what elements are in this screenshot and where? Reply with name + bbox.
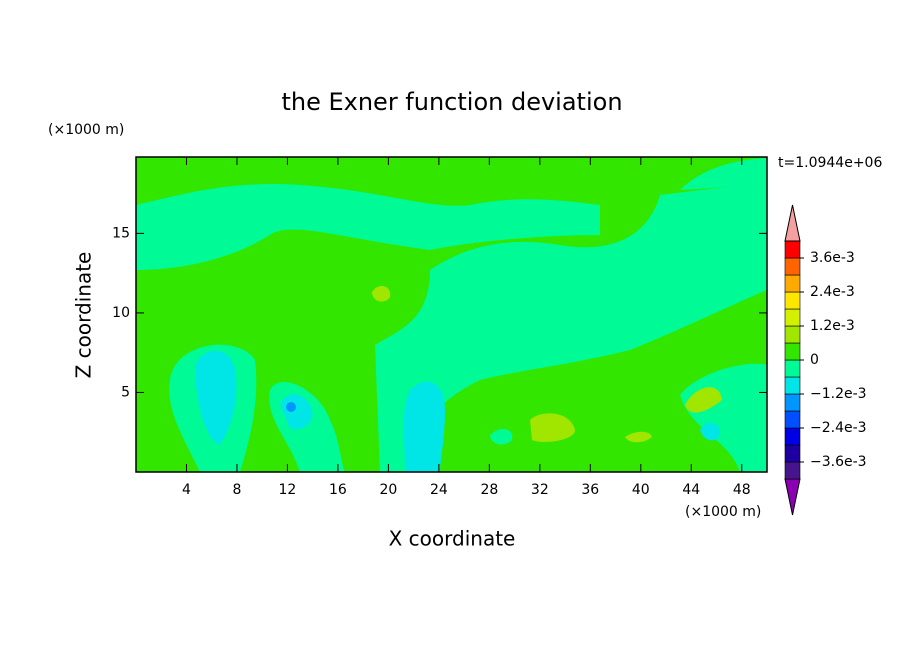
x-tick-label: 16 (329, 482, 347, 498)
colorbar-tick-label: 3.6e-3 (810, 250, 855, 266)
colorbar-box (784, 444, 801, 463)
x-tick-label: 44 (682, 482, 700, 498)
contour-region (372, 285, 391, 302)
colorbar-box (784, 257, 801, 276)
colorbar-box (784, 427, 801, 446)
x-tick-label: 20 (379, 482, 397, 498)
colorbar-box (784, 308, 801, 327)
x-tick-label: 8 (232, 482, 241, 498)
colorbar-box (784, 342, 801, 361)
y-unit: (×1000 m) (48, 122, 124, 138)
contour-region (286, 402, 296, 412)
contour-field (136, 157, 767, 472)
colorbar-box (784, 376, 801, 395)
contour-region (490, 428, 513, 445)
colorbar-box (784, 393, 801, 412)
y-tick-label: 10 (112, 305, 130, 321)
contour-region (136, 184, 600, 270)
colorbar-box (784, 240, 801, 259)
x-tick-label: 32 (531, 482, 549, 498)
x-tick-label: 12 (279, 482, 297, 498)
colorbar-tick-label: 1.2e-3 (810, 318, 855, 334)
colorbar-box (784, 325, 801, 344)
y-tick-label: 15 (112, 225, 130, 241)
colorbar-box (784, 461, 801, 480)
x-tick-label: 24 (430, 482, 448, 498)
x-unit: (×1000 m) (685, 504, 761, 520)
contour-region (680, 158, 767, 190)
contour-region (403, 381, 445, 472)
colorbar-box (784, 274, 801, 293)
colorbar-tick-label: 0 (810, 352, 819, 368)
colorbar-box (784, 291, 801, 310)
colorbar-tick-label: −1.2e-3 (810, 386, 867, 402)
contour-region (685, 387, 722, 413)
x-tick-label: 48 (733, 482, 751, 498)
colorbar-triangle (784, 204, 801, 242)
y-tick-label: 5 (121, 384, 130, 400)
x-axis-label: X coordinate (389, 527, 516, 551)
colorbar-box (784, 359, 801, 378)
chart-title: the Exner function deviation (281, 88, 622, 116)
y-axis-label: Z coordinate (72, 252, 96, 379)
colorbar-box (784, 410, 801, 429)
contour-region (700, 422, 720, 441)
contour-region (530, 413, 575, 442)
plot-frame (135, 156, 768, 473)
colorbar-triangle (784, 478, 801, 516)
colorbar-tick-label: −3.6e-3 (810, 454, 867, 470)
contour-region (625, 431, 652, 443)
colorbar-tick-label: 2.4e-3 (810, 284, 855, 300)
annotation: t=1.0944e+06 (778, 155, 882, 171)
x-tick-label: 36 (581, 482, 599, 498)
colorbar-tick-label: −2.4e-3 (810, 420, 867, 436)
contour-region (195, 350, 237, 445)
x-tick-label: 28 (480, 482, 498, 498)
x-tick-label: 4 (182, 482, 191, 498)
x-tick-label: 40 (632, 482, 650, 498)
contour-region (375, 185, 767, 472)
